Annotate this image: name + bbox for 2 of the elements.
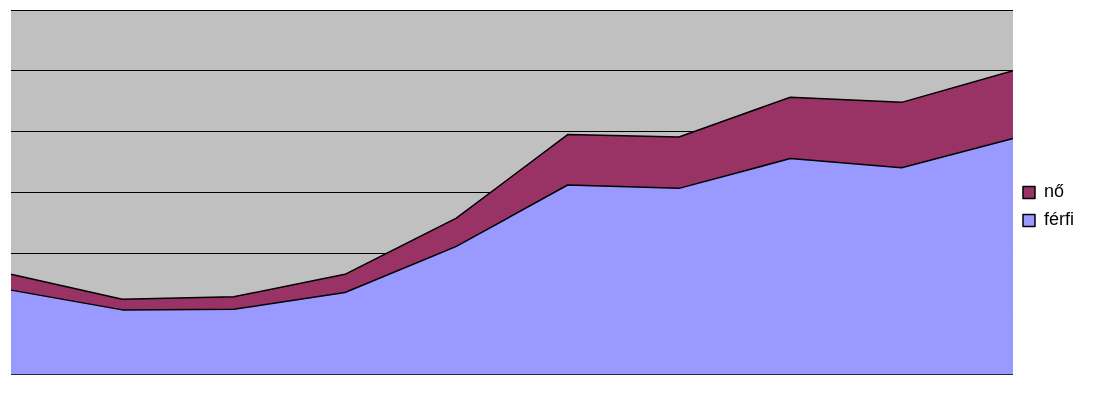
legend-label: férfi bbox=[1043, 209, 1075, 230]
legend-label: nő bbox=[1043, 181, 1065, 202]
